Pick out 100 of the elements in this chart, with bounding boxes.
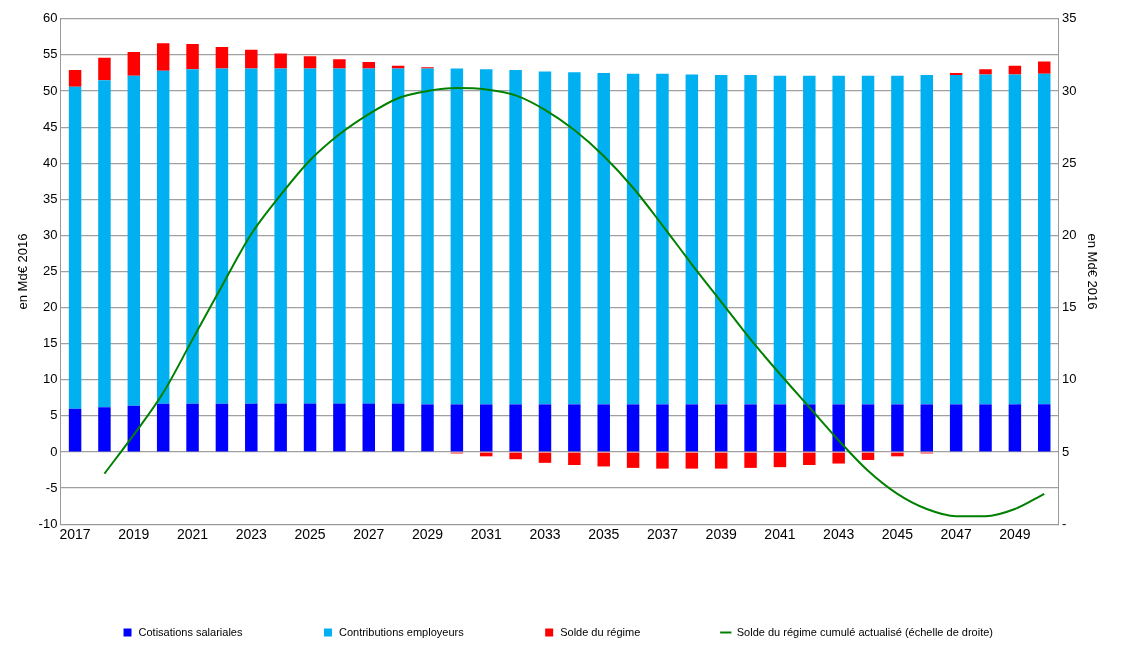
bar bbox=[773, 75, 787, 405]
bar bbox=[509, 452, 522, 460]
bar bbox=[597, 72, 610, 405]
bar bbox=[98, 80, 111, 408]
y-tick-label: 5 bbox=[50, 407, 58, 423]
bar bbox=[626, 73, 640, 405]
bar bbox=[803, 75, 816, 405]
bar bbox=[920, 404, 934, 452]
bar bbox=[773, 404, 787, 452]
bar bbox=[421, 404, 434, 452]
legend-label: Solde du régime bbox=[560, 625, 641, 638]
bar bbox=[744, 404, 757, 452]
bar bbox=[832, 452, 845, 464]
bar bbox=[744, 75, 757, 405]
y-tick-label: 60 bbox=[42, 10, 58, 26]
bar bbox=[127, 52, 141, 76]
bar bbox=[891, 75, 904, 405]
y-tick-label: -5 bbox=[45, 479, 58, 495]
bar bbox=[538, 452, 552, 463]
bar bbox=[626, 404, 640, 452]
x-tick-label: 2021 bbox=[176, 526, 209, 543]
bar bbox=[127, 75, 141, 406]
bar bbox=[274, 68, 287, 404]
y2-tick-label: 35 bbox=[1061, 10, 1077, 26]
bar bbox=[714, 404, 728, 452]
bar bbox=[68, 70, 82, 87]
bar bbox=[509, 404, 522, 452]
bar bbox=[979, 69, 992, 75]
bar bbox=[685, 404, 699, 452]
bar bbox=[656, 452, 669, 469]
bar bbox=[1008, 74, 1022, 405]
y-tick-label: 15 bbox=[42, 335, 58, 351]
bar bbox=[274, 53, 287, 69]
x-tick-label: 2031 bbox=[470, 526, 503, 543]
y2-tick-label: 20 bbox=[1061, 226, 1077, 242]
bar bbox=[803, 404, 816, 452]
x-tick-label: 2025 bbox=[294, 526, 326, 543]
bar bbox=[597, 452, 610, 467]
bar bbox=[626, 452, 640, 468]
bar bbox=[450, 404, 464, 452]
bar bbox=[949, 404, 963, 452]
bar bbox=[333, 68, 346, 404]
bar bbox=[303, 56, 317, 69]
x-tick-label: 2033 bbox=[529, 526, 561, 543]
bar bbox=[744, 452, 757, 468]
x-tick-label: 2045 bbox=[881, 526, 914, 543]
bar bbox=[1038, 73, 1051, 405]
bar bbox=[333, 59, 346, 69]
x-tick-label: 2035 bbox=[588, 526, 620, 543]
bar bbox=[303, 403, 317, 452]
x-tick-label: 2017 bbox=[59, 526, 91, 543]
bar bbox=[568, 72, 581, 405]
bar bbox=[773, 452, 787, 468]
y-tick-label: 25 bbox=[42, 263, 58, 279]
x-tick-label: 2037 bbox=[646, 526, 679, 543]
legend-label: Cotisations salariales bbox=[138, 625, 243, 638]
bar bbox=[362, 403, 376, 452]
y2-tick-label: 15 bbox=[1061, 299, 1077, 315]
bar bbox=[568, 404, 581, 452]
y-axis-title: en Md€ 2016 bbox=[15, 233, 31, 310]
bar bbox=[685, 74, 699, 405]
bar bbox=[98, 407, 111, 452]
legend-label: Contributions employeurs bbox=[338, 625, 465, 638]
y-tick-label: 10 bbox=[42, 371, 58, 387]
bar bbox=[861, 75, 875, 405]
bar bbox=[156, 43, 170, 71]
x-tick-label: 2019 bbox=[118, 526, 150, 543]
bar bbox=[538, 404, 552, 452]
y2-tick-label: - bbox=[1061, 515, 1067, 531]
bar bbox=[979, 74, 992, 405]
bar bbox=[509, 70, 522, 405]
bar bbox=[832, 404, 845, 452]
bar bbox=[156, 70, 170, 404]
y-tick-label: 40 bbox=[42, 154, 58, 170]
bar bbox=[215, 403, 229, 452]
y-tick-label: 20 bbox=[42, 299, 58, 315]
y-tick-label: 35 bbox=[42, 190, 58, 206]
bar bbox=[714, 452, 728, 469]
bar bbox=[656, 404, 669, 452]
y2-tick-label: 10 bbox=[1061, 371, 1077, 387]
bar bbox=[949, 75, 963, 405]
bar bbox=[362, 68, 376, 404]
bar bbox=[1008, 404, 1022, 452]
bar bbox=[538, 71, 552, 405]
bar bbox=[597, 404, 610, 452]
x-tick-label: 2039 bbox=[705, 526, 737, 543]
bar bbox=[861, 404, 875, 452]
bar bbox=[215, 68, 229, 404]
legend-label: Solde du régime cumulé actualisé (échelle de droite) bbox=[736, 625, 993, 638]
y-tick-label: 0 bbox=[50, 443, 58, 459]
bar bbox=[362, 62, 376, 69]
y-tick-label: 30 bbox=[42, 226, 58, 242]
bar bbox=[274, 403, 287, 452]
y-tick-label: 55 bbox=[42, 46, 58, 62]
bar bbox=[245, 68, 258, 404]
bar bbox=[215, 46, 229, 69]
bar bbox=[245, 49, 258, 69]
y2-tick-label: 5 bbox=[1061, 443, 1070, 459]
bar bbox=[156, 403, 170, 452]
bar bbox=[391, 65, 405, 69]
